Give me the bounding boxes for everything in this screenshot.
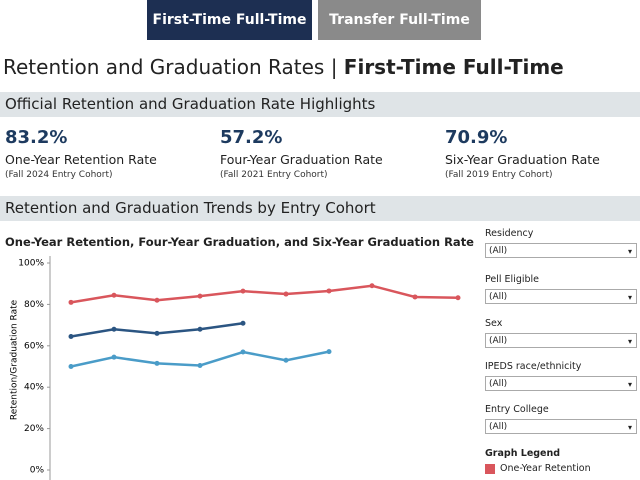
data-point bbox=[68, 299, 74, 305]
data-point bbox=[240, 349, 246, 355]
title-separator: | bbox=[330, 55, 338, 79]
filter: IPEDS race/ethnicity (All) ▾ bbox=[485, 361, 637, 391]
section-heading: Retention and Graduation Trends by Entry… bbox=[0, 196, 640, 221]
highlight-value: 57.2% bbox=[220, 127, 283, 148]
filter-dropdown[interactable]: (All) ▾ bbox=[485, 376, 637, 391]
data-point bbox=[240, 288, 246, 294]
data-point bbox=[240, 320, 246, 326]
highlight-cohort: (Fall 2021 Entry Cohort) bbox=[220, 170, 328, 180]
data-point bbox=[197, 293, 203, 299]
dropdown-arrow[interactable]: ▾ bbox=[627, 380, 632, 389]
filter: Pell Eligible (All) ▾ bbox=[485, 274, 637, 304]
data-point bbox=[369, 283, 375, 289]
legend: One-Year Retention bbox=[485, 463, 591, 474]
dropdown-value: (All) bbox=[489, 246, 508, 256]
chart: Retention/Graduation Rate 0% 20% 40% 60% 80%… bbox=[10, 256, 461, 480]
highlight-value: 70.9% bbox=[445, 127, 508, 148]
data-point bbox=[283, 291, 289, 297]
filter-dropdown[interactable]: (All) ▾ bbox=[485, 333, 637, 348]
y-tick-label: 60% bbox=[24, 341, 44, 351]
data-point bbox=[326, 288, 332, 294]
data-point bbox=[111, 326, 117, 332]
series-line bbox=[70, 284, 459, 304]
data-point bbox=[326, 349, 332, 355]
filter: Residency (All) ▾ bbox=[485, 228, 637, 258]
y-tick-label: 20% bbox=[24, 424, 44, 434]
data-point bbox=[197, 362, 203, 368]
data-point bbox=[455, 295, 461, 301]
legend-label: One-Year Retention bbox=[500, 463, 591, 474]
data-point bbox=[283, 357, 289, 363]
data-point bbox=[197, 326, 203, 332]
y-tick-label: 80% bbox=[24, 300, 44, 310]
data-point bbox=[154, 297, 160, 303]
highlight-label: Four-Year Graduation Rate bbox=[220, 152, 383, 167]
highlight-cohort: (Fall 2024 Entry Cohort) bbox=[5, 170, 113, 180]
legend-heading: Graph Legend bbox=[485, 448, 561, 459]
filter-dropdown[interactable]: (All) ▾ bbox=[485, 419, 637, 434]
highlight-cohort: (Fall 2019 Entry Cohort) bbox=[445, 170, 553, 180]
page-title: Retention and Graduation Rates | First-T… bbox=[3, 55, 564, 79]
tab[interactable]: Transfer Full-Time bbox=[318, 0, 481, 40]
y-axis-label: Retention/Graduation Rate bbox=[10, 299, 20, 420]
filter-dropdown[interactable]: (All) ▾ bbox=[485, 289, 637, 304]
y-tick-label: 100% bbox=[18, 259, 44, 269]
dropdown-arrow[interactable]: ▾ bbox=[627, 337, 632, 346]
highlight-value: 83.2% bbox=[5, 127, 68, 148]
y-tick-label: 0% bbox=[30, 466, 45, 476]
legend-item: One-Year Retention bbox=[485, 463, 591, 474]
data-point bbox=[68, 364, 74, 369]
filter-label: IPEDS race/ethnicity bbox=[485, 361, 582, 372]
dropdown-arrow[interactable]: ▾ bbox=[627, 293, 632, 302]
tab-active[interactable]: First-Time Full-Time bbox=[147, 0, 312, 40]
filter: Entry College (All) ▾ bbox=[485, 404, 637, 434]
dropdown-arrow[interactable]: ▾ bbox=[627, 247, 632, 256]
data-point bbox=[111, 354, 117, 360]
chart-title: One-Year Retention, Four-Year Graduation… bbox=[5, 235, 474, 249]
legend-swatch bbox=[485, 463, 495, 474]
filter-label: Residency bbox=[485, 228, 534, 239]
dropdown-arrow[interactable]: ▾ bbox=[627, 423, 632, 432]
dropdown-value: (All) bbox=[489, 336, 508, 346]
filter-dropdown[interactable]: (All) ▾ bbox=[485, 243, 637, 258]
filter: Sex (All) ▾ bbox=[485, 318, 637, 348]
data-point bbox=[154, 330, 160, 336]
filter-label: Entry College bbox=[485, 404, 549, 415]
data-point bbox=[412, 294, 418, 300]
highlight: 70.9% Six-Year Graduation Rate (Fall 2019 … bbox=[445, 127, 600, 180]
y-tick-label: 40% bbox=[24, 383, 44, 393]
title-emphasis: First-Time Full-Time bbox=[343, 55, 564, 79]
dropdown-value: (All) bbox=[489, 292, 508, 302]
data-point bbox=[111, 292, 117, 298]
data-point bbox=[68, 333, 74, 339]
dropdown-value: (All) bbox=[489, 422, 508, 432]
highlight: 57.2% Four-Year Graduation Rate (Fall 2021… bbox=[220, 127, 383, 180]
highlight-label: Six-Year Graduation Rate bbox=[445, 152, 600, 167]
data-point bbox=[154, 360, 160, 366]
dropdown-value: (All) bbox=[489, 379, 508, 389]
highlight: 83.2% One-Year Retention Rate (Fall 2024 E… bbox=[5, 127, 157, 180]
filter-label: Pell Eligible bbox=[485, 274, 539, 285]
highlight-label: One-Year Retention Rate bbox=[5, 152, 157, 167]
title-text: Retention and Graduation Rates bbox=[3, 55, 325, 79]
section-heading: Official Retention and Graduation Rate H… bbox=[0, 92, 640, 117]
filter-label: Sex bbox=[485, 318, 503, 329]
